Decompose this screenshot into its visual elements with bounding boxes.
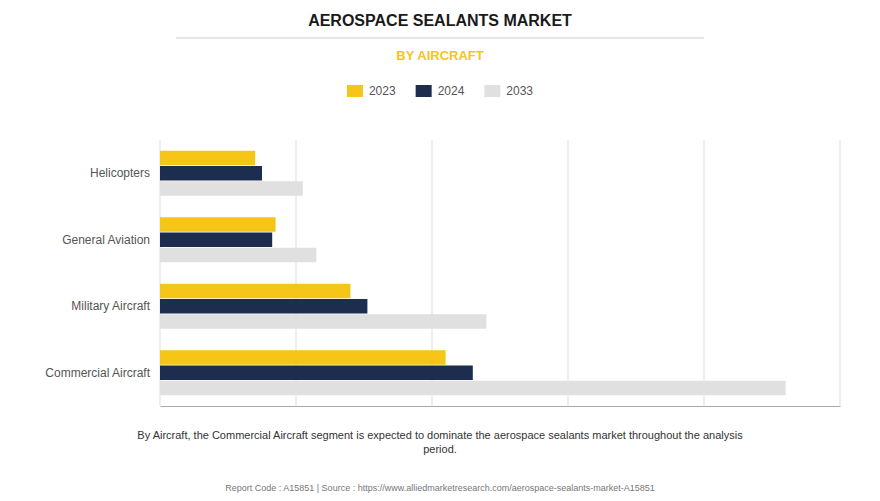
bar bbox=[160, 350, 446, 364]
bar bbox=[160, 314, 486, 328]
y-tick: Helicopters bbox=[90, 166, 160, 180]
legend-swatch bbox=[347, 85, 363, 97]
bar bbox=[160, 151, 255, 165]
title: AEROSPACE SEALANTS MARKET bbox=[308, 12, 572, 29]
bar bbox=[160, 284, 350, 298]
bar-series bbox=[160, 151, 446, 365]
bar bbox=[160, 181, 303, 195]
legend-swatch bbox=[416, 85, 432, 97]
bar bbox=[160, 217, 276, 231]
y-tick-label: Commercial Aircraft bbox=[45, 366, 150, 380]
bar-series bbox=[160, 166, 473, 380]
bar bbox=[160, 233, 272, 247]
legend-item: 2024 bbox=[416, 84, 465, 98]
legend-swatch bbox=[484, 85, 500, 97]
legend-item: 2033 bbox=[484, 84, 533, 98]
legend-label: 2033 bbox=[506, 84, 533, 98]
report-note: Report Code : A15851 | Source : https://… bbox=[225, 483, 655, 493]
chart: AEROSPACE SEALANTS MARKET BY AIRCRAFT 2023… bbox=[0, 0, 880, 501]
footer-line: period. bbox=[423, 443, 457, 455]
x-axis bbox=[161, 406, 841, 408]
legend: 2023 2024 2033 bbox=[347, 84, 533, 98]
title-rule bbox=[176, 38, 704, 39]
legend-label: 2024 bbox=[438, 84, 465, 98]
bar bbox=[160, 248, 316, 262]
grid-line bbox=[840, 140, 841, 406]
bar bbox=[160, 166, 262, 180]
footer-line: By Aircraft, the Commercial Aircraft seg… bbox=[137, 429, 743, 441]
y-tick-label: Military Aircraft bbox=[71, 299, 150, 313]
plot: Commercial Aircraft Military Aircraft Gene… bbox=[45, 140, 840, 407]
grid-line bbox=[704, 140, 705, 406]
y-tick: Military Aircraft bbox=[71, 299, 160, 313]
y-tick: General Aviation bbox=[62, 233, 160, 247]
x-axis-line bbox=[161, 406, 841, 407]
y-tick-label: General Aviation bbox=[62, 233, 150, 247]
y-tick: Commercial Aircraft bbox=[45, 366, 160, 380]
y-axis-line bbox=[160, 141, 161, 407]
subtitle: BY AIRCRAFT bbox=[396, 48, 483, 63]
y-axis: Commercial Aircraft Military Aircraft Gene… bbox=[45, 141, 160, 407]
bar bbox=[160, 366, 473, 380]
y-tick-label: Helicopters bbox=[90, 166, 150, 180]
bar bbox=[160, 299, 367, 313]
bar-series bbox=[160, 181, 786, 395]
bars bbox=[160, 151, 786, 396]
legend-item: 2023 bbox=[347, 84, 396, 98]
bar bbox=[160, 381, 786, 395]
grid bbox=[160, 140, 840, 406]
legend-label: 2023 bbox=[369, 84, 396, 98]
footer-note: By Aircraft, the Commercial Aircraft seg… bbox=[137, 429, 743, 455]
grid-line bbox=[568, 140, 569, 406]
